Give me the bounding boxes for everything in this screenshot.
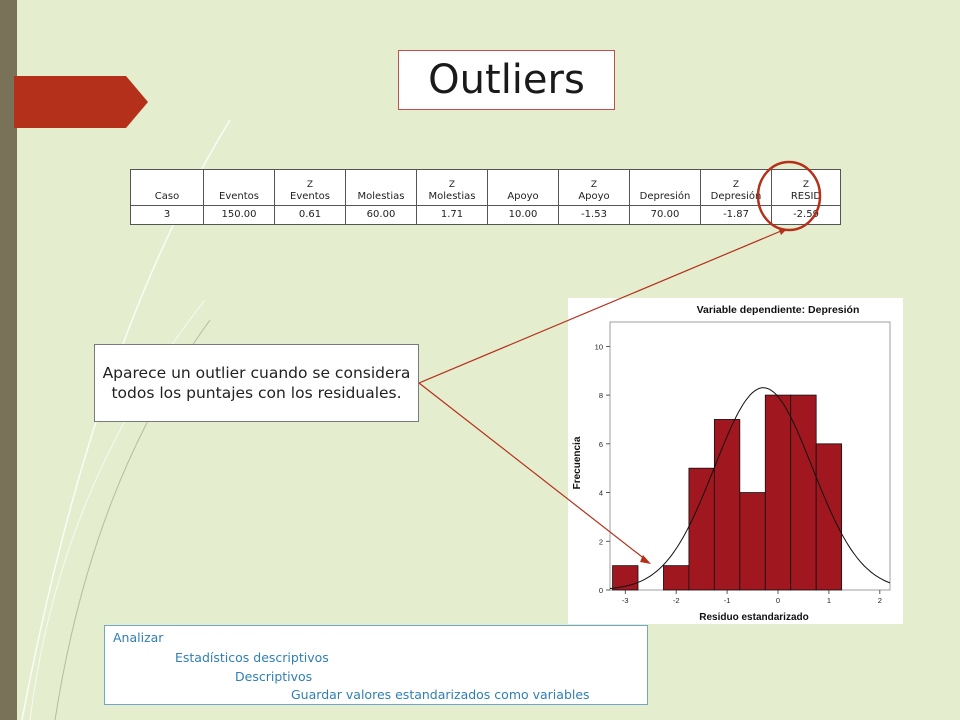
y-tick-label: 4: [599, 489, 603, 498]
table-header-row: Caso Eventos Z Eventos Molestias Z Molesti…: [130, 169, 841, 206]
header-z-apoyo: Z Apoyo: [558, 169, 630, 206]
header-caso: Caso: [130, 169, 204, 206]
header-z-resid: Z RESID: [771, 169, 841, 206]
menu-guardar-valores: Guardar valores estandarizados como vari…: [291, 687, 590, 702]
arrow-head-resid: [778, 227, 787, 235]
x-axis-label: Residuo estandarizado: [699, 612, 808, 623]
x-tick-label: -2: [673, 596, 680, 605]
cell-depresion: 70.00: [629, 205, 701, 225]
y-tick-label: 6: [599, 440, 603, 449]
left-decor-bar: [0, 0, 17, 720]
cell-z-eventos: 0.61: [274, 205, 346, 225]
slide-title-box: Outliers: [398, 50, 615, 110]
header-label: Molestias: [357, 191, 405, 202]
histogram-bar: [764, 394, 792, 591]
x-tick-label: 1: [827, 596, 831, 605]
cell-apoyo: 10.00: [487, 205, 559, 225]
outlier-table: Caso Eventos Z Eventos Molestias Z Molesti…: [130, 169, 841, 225]
cell-z-resid: -2.59: [771, 205, 841, 225]
y-tick-label: 10: [595, 342, 603, 351]
spss-menu-path: Analizar Estadísticos descriptivos Descr…: [104, 625, 648, 705]
cell-molestias: 60.00: [345, 205, 417, 225]
header-z-depresion: Z Depresión: [700, 169, 772, 206]
histogram-bar: [688, 467, 715, 591]
cell-z-depresion: -1.87: [700, 205, 772, 225]
header-label: Apoyo: [507, 191, 539, 202]
normal-curve: [609, 387, 891, 589]
table-row: 3 150.00 0.61 60.00 1.71 10.00 -1.53 70.…: [130, 205, 841, 225]
header-label: Apoyo: [578, 191, 610, 202]
callout-box: Aparece un outlier cuando se considera t…: [94, 344, 419, 422]
x-tick-label: 2: [878, 596, 882, 605]
header-label: Caso: [154, 191, 180, 202]
header-label: RESID: [790, 191, 822, 202]
y-tick-label: 8: [599, 391, 603, 400]
header-z-eventos: Z Eventos: [274, 169, 346, 206]
header-label: Depresión: [639, 191, 691, 202]
accent-arrow-tab: [14, 76, 148, 128]
cell-z-molestias: 1.71: [416, 205, 488, 225]
cell-caso: 3: [130, 205, 204, 225]
header-z-molestias: Z Molestias: [416, 169, 488, 206]
histogram-bar: [815, 443, 843, 591]
menu-analizar: Analizar: [113, 630, 164, 645]
cell-z-apoyo: -1.53: [558, 205, 630, 225]
y-axis-label: Frecuencia: [572, 436, 583, 489]
header-z: Z: [448, 180, 456, 190]
residual-histogram: Variable dependiente: Depresión 0246810-…: [568, 298, 903, 624]
x-tick-label: -1: [724, 596, 731, 605]
header-molestias: Molestias: [345, 169, 417, 206]
header-apoyo: Apoyo: [487, 169, 559, 206]
header-label: Depresión: [710, 191, 762, 202]
menu-estadisticos-descriptivos: Estadísticos descriptivos: [175, 650, 329, 665]
histogram-bar: [790, 394, 817, 591]
callout-text: Aparece un outlier cuando se considera t…: [102, 364, 411, 402]
chart-title: Variable dependiente: Depresión: [697, 304, 860, 316]
header-z: Z: [590, 180, 598, 190]
histogram-bar: [713, 419, 741, 591]
y-tick-label: 0: [599, 586, 603, 595]
header-label: Eventos: [290, 191, 330, 202]
header-z: Z: [732, 180, 740, 190]
cell-eventos: 150.00: [203, 205, 275, 225]
header-eventos: Eventos: [203, 169, 275, 206]
header-label: Eventos: [219, 191, 259, 202]
slide-title: Outliers: [428, 57, 585, 103]
header-z: Z: [306, 180, 314, 190]
x-tick-label: 0: [776, 596, 780, 605]
header-z: Z: [802, 180, 810, 190]
x-tick-label: -3: [622, 596, 629, 605]
y-tick-label: 2: [599, 537, 603, 546]
header-label: Molestias: [428, 191, 476, 202]
histogram-bar: [663, 565, 690, 591]
header-depresion: Depresión: [629, 169, 701, 206]
menu-descriptivos: Descriptivos: [235, 669, 313, 684]
histogram-bar: [739, 492, 766, 591]
